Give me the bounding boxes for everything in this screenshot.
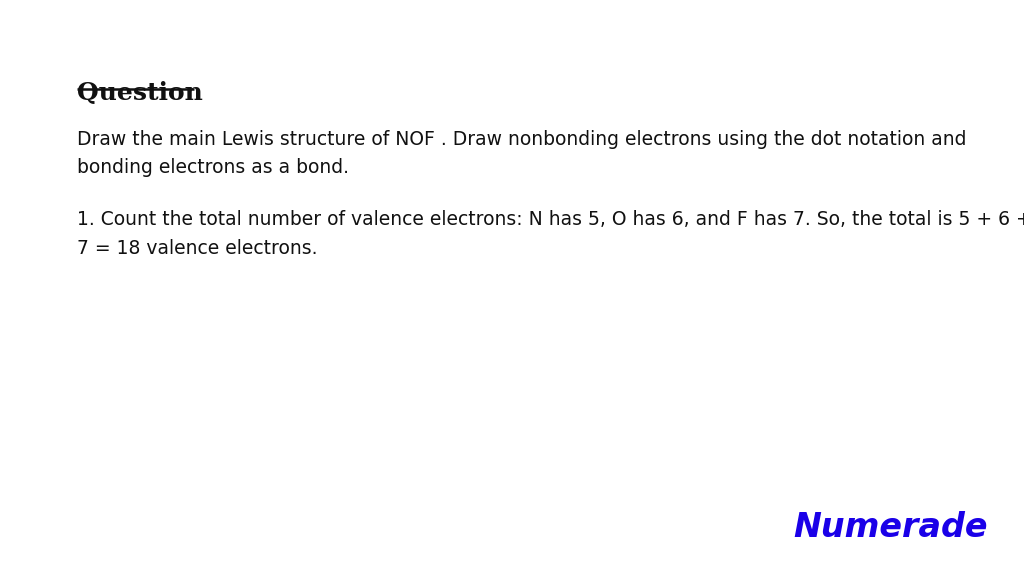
- Text: 1. Count the total number of valence electrons: N has 5, O has 6, and F has 7. S: 1. Count the total number of valence ele…: [77, 210, 1024, 229]
- Text: Draw the main Lewis structure of NOF . Draw nonbonding electrons using the dot n: Draw the main Lewis structure of NOF . D…: [77, 130, 967, 149]
- Text: Question: Question: [77, 81, 203, 105]
- Text: 7 = 18 valence electrons.: 7 = 18 valence electrons.: [77, 239, 317, 258]
- Text: bonding electrons as a bond.: bonding electrons as a bond.: [77, 158, 349, 177]
- Text: Numerade: Numerade: [794, 511, 988, 544]
